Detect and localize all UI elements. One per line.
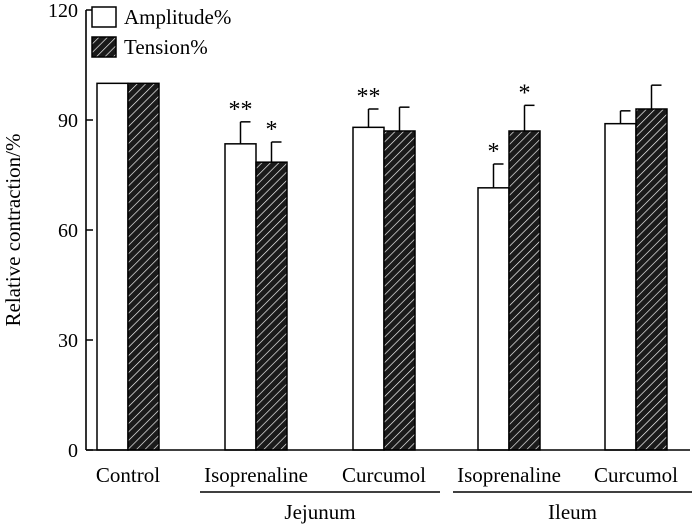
legend-label: Amplitude% — [124, 5, 231, 29]
y-tick-label: 60 — [58, 220, 78, 242]
group-label: Ileum — [548, 500, 597, 524]
bar-amplitude-2 — [352, 126, 385, 451]
bar-tension-4 — [635, 108, 668, 451]
category-label: Curcumol — [342, 463, 426, 487]
bar-tension-3 — [508, 130, 541, 451]
category-label: Control — [96, 463, 160, 487]
group-label: Jejunum — [284, 500, 355, 524]
bars-layer — [96, 82, 668, 451]
significance-mark: * — [266, 117, 278, 143]
significance-mark: * — [488, 139, 500, 165]
category-label: Isoprenaline — [204, 463, 308, 487]
category-label: Isoprenaline — [457, 463, 561, 487]
legend: Amplitude% Tension% — [91, 5, 231, 59]
bar-amplitude-4 — [604, 122, 637, 451]
y-tick-label: 0 — [68, 440, 78, 462]
significance-mark: * — [519, 80, 531, 106]
axes-layer: 0 30 60 90 120 — [48, 0, 690, 462]
significance-mark: ** — [357, 84, 381, 110]
y-tick-label: 120 — [48, 0, 78, 22]
y-tick-label: 90 — [58, 110, 78, 132]
y-tick-label: 30 — [58, 330, 78, 352]
significance-mark: ** — [229, 97, 253, 123]
y-axis-label: Relative contraction/% — [1, 133, 25, 326]
bar-amplitude-0 — [96, 82, 129, 451]
legend-swatch-tension — [91, 36, 117, 58]
legend-label: Tension% — [124, 35, 208, 59]
bar-tension-1 — [255, 161, 288, 451]
bar-amplitude-1 — [224, 143, 257, 451]
labels-layer: ** *****Control Isoprenaline Curcumol Isopre… — [1, 80, 692, 524]
bar-tension-2 — [383, 130, 416, 451]
legend-swatch-amplitude — [91, 6, 117, 28]
category-label: Curcumol — [594, 463, 678, 487]
bar-tension-0 — [127, 82, 160, 451]
bar-amplitude-3 — [477, 187, 510, 451]
